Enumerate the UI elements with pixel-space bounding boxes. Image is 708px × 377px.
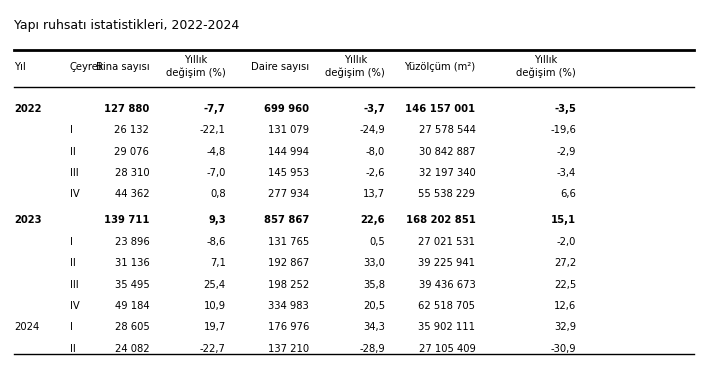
- Text: Bina sayısı: Bina sayısı: [96, 61, 149, 72]
- Text: 29 076: 29 076: [115, 147, 149, 156]
- Text: 131 765: 131 765: [268, 237, 309, 247]
- Text: -8,6: -8,6: [206, 237, 226, 247]
- Text: 39 436 673: 39 436 673: [418, 280, 476, 290]
- Text: -24,9: -24,9: [360, 125, 385, 135]
- Text: Yıllık
değişim (%): Yıllık değişim (%): [516, 55, 576, 78]
- Text: 49 184: 49 184: [115, 301, 149, 311]
- Text: 35 495: 35 495: [115, 280, 149, 290]
- Text: 10,9: 10,9: [203, 301, 226, 311]
- Text: 19,7: 19,7: [203, 322, 226, 333]
- Text: -28,9: -28,9: [360, 344, 385, 354]
- Text: II: II: [69, 147, 75, 156]
- Text: Yüzölçüm (m²): Yüzölçüm (m²): [404, 61, 476, 72]
- Text: 2024: 2024: [14, 322, 39, 333]
- Text: 27 105 409: 27 105 409: [418, 344, 476, 354]
- Text: -7,7: -7,7: [204, 104, 226, 114]
- Text: 20,5: 20,5: [363, 301, 385, 311]
- Text: II: II: [69, 258, 75, 268]
- Text: -2,9: -2,9: [556, 147, 576, 156]
- Text: 7,1: 7,1: [210, 258, 226, 268]
- Text: 144 994: 144 994: [268, 147, 309, 156]
- Text: Yapı ruhsatı istatistikleri, 2022-2024: Yapı ruhsatı istatistikleri, 2022-2024: [14, 18, 239, 32]
- Text: 35 902 111: 35 902 111: [418, 322, 476, 333]
- Text: 31 136: 31 136: [115, 258, 149, 268]
- Text: 33,0: 33,0: [363, 258, 385, 268]
- Text: -22,7: -22,7: [200, 344, 226, 354]
- Text: 131 079: 131 079: [268, 125, 309, 135]
- Text: -7,0: -7,0: [206, 168, 226, 178]
- Text: 198 252: 198 252: [268, 280, 309, 290]
- Text: 28 605: 28 605: [115, 322, 149, 333]
- Text: 2023: 2023: [14, 215, 42, 225]
- Text: 22,5: 22,5: [554, 280, 576, 290]
- Text: -3,4: -3,4: [556, 168, 576, 178]
- Text: 35,8: 35,8: [363, 280, 385, 290]
- Text: -4,8: -4,8: [207, 147, 226, 156]
- Text: 44 362: 44 362: [115, 189, 149, 199]
- Text: 334 983: 334 983: [268, 301, 309, 311]
- Text: 127 880: 127 880: [104, 104, 149, 114]
- Text: 24 082: 24 082: [115, 344, 149, 354]
- Text: 699 960: 699 960: [264, 104, 309, 114]
- Text: 13,7: 13,7: [363, 189, 385, 199]
- Text: Yıl: Yıl: [14, 61, 25, 72]
- Text: 6,6: 6,6: [560, 189, 576, 199]
- Text: Çeyrek: Çeyrek: [69, 61, 104, 72]
- Text: 62 518 705: 62 518 705: [418, 301, 476, 311]
- Text: 26 132: 26 132: [115, 125, 149, 135]
- Text: -2,0: -2,0: [556, 237, 576, 247]
- Text: 857 867: 857 867: [263, 215, 309, 225]
- Text: -19,6: -19,6: [550, 125, 576, 135]
- Text: 146 157 001: 146 157 001: [405, 104, 476, 114]
- Text: 27 578 544: 27 578 544: [418, 125, 476, 135]
- Text: III: III: [69, 168, 78, 178]
- Text: 23 896: 23 896: [115, 237, 149, 247]
- Text: 30 842 887: 30 842 887: [419, 147, 476, 156]
- Text: 34,3: 34,3: [363, 322, 385, 333]
- Text: 22,6: 22,6: [360, 215, 385, 225]
- Text: -3,5: -3,5: [554, 104, 576, 114]
- Text: I: I: [69, 322, 72, 333]
- Text: II: II: [69, 344, 75, 354]
- Text: Yıllık
değişim (%): Yıllık değişim (%): [166, 55, 226, 78]
- Text: I: I: [69, 237, 72, 247]
- Text: -3,7: -3,7: [363, 104, 385, 114]
- Text: 0,5: 0,5: [370, 237, 385, 247]
- Text: IV: IV: [69, 189, 79, 199]
- Text: I: I: [69, 125, 72, 135]
- Text: IV: IV: [69, 301, 79, 311]
- Text: 12,6: 12,6: [554, 301, 576, 311]
- Text: III: III: [69, 280, 78, 290]
- Text: 28 310: 28 310: [115, 168, 149, 178]
- Text: 27,2: 27,2: [554, 258, 576, 268]
- Text: 32,9: 32,9: [554, 322, 576, 333]
- Text: 145 953: 145 953: [268, 168, 309, 178]
- Text: 15,1: 15,1: [551, 215, 576, 225]
- Text: 2022: 2022: [14, 104, 42, 114]
- Text: 9,3: 9,3: [208, 215, 226, 225]
- Text: -30,9: -30,9: [550, 344, 576, 354]
- Text: Daire sayısı: Daire sayısı: [251, 61, 309, 72]
- Text: 192 867: 192 867: [268, 258, 309, 268]
- Text: -2,6: -2,6: [366, 168, 385, 178]
- Text: 0,8: 0,8: [210, 189, 226, 199]
- Text: 277 934: 277 934: [268, 189, 309, 199]
- Text: 25,4: 25,4: [203, 280, 226, 290]
- Text: Yıllık
değişim (%): Yıllık değişim (%): [326, 55, 385, 78]
- Text: 39 225 941: 39 225 941: [418, 258, 476, 268]
- Text: 176 976: 176 976: [268, 322, 309, 333]
- Text: -8,0: -8,0: [366, 147, 385, 156]
- Text: 168 202 851: 168 202 851: [406, 215, 476, 225]
- Text: 55 538 229: 55 538 229: [418, 189, 476, 199]
- Text: 32 197 340: 32 197 340: [418, 168, 476, 178]
- Text: 139 711: 139 711: [104, 215, 149, 225]
- Text: 27 021 531: 27 021 531: [418, 237, 476, 247]
- Text: 137 210: 137 210: [268, 344, 309, 354]
- Text: -22,1: -22,1: [200, 125, 226, 135]
